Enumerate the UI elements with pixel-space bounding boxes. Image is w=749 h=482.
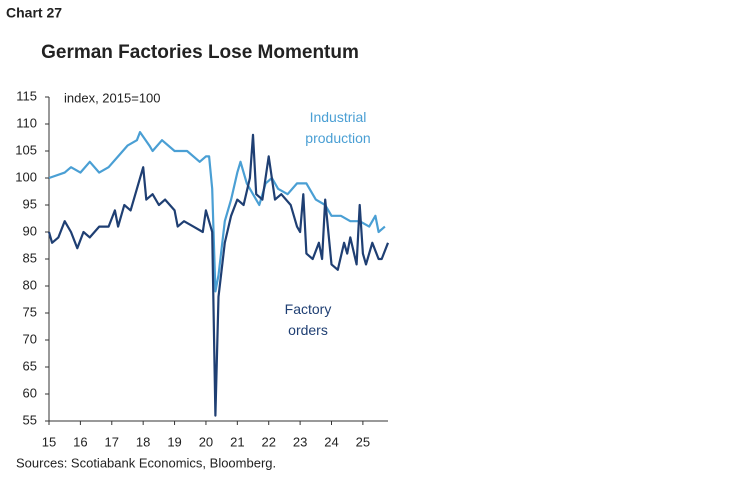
chart-number: Chart 27	[6, 5, 62, 21]
y-tick-label: 65	[23, 358, 37, 373]
x-tick-label: 22	[261, 434, 275, 449]
x-tick-label: 21	[230, 434, 244, 449]
chart-title: German Factories Lose Momentum	[41, 42, 359, 63]
y-tick-label: 100	[15, 169, 37, 184]
y-tick-label: 115	[16, 88, 37, 103]
y-tick-label: 55	[23, 412, 37, 427]
x-tick-label: 17	[105, 434, 119, 449]
x-tick-label: 23	[293, 434, 307, 449]
x-tick-label: 18	[136, 434, 150, 449]
y-tick-label: 110	[16, 115, 37, 130]
y-tick-label: 80	[23, 277, 37, 292]
x-tick-label: 19	[167, 434, 181, 449]
y-tick-label: 105	[15, 142, 37, 157]
x-tick-label: 24	[324, 434, 338, 449]
x-tick-label: 25	[356, 434, 370, 449]
y-tick-label: 95	[23, 196, 37, 211]
series-line	[48, 131, 386, 293]
y-tick-label: 85	[23, 250, 37, 265]
series-label: Factory orders	[285, 301, 332, 338]
y-tick-label: 70	[23, 331, 37, 346]
x-tick-label: 15	[42, 434, 56, 449]
x-tick-label: 20	[199, 434, 213, 449]
x-tick-label: 16	[73, 434, 87, 449]
y-tick-label: 75	[23, 304, 37, 319]
unit-annotation: index, 2015=100	[64, 90, 161, 105]
source-note: Sources: Scotiabank Economics, Bloomberg…	[16, 455, 276, 470]
y-tick-label: 60	[23, 385, 37, 400]
series-label: Industrial production	[305, 109, 370, 146]
series-line	[47, 133, 390, 417]
y-tick-label: 90	[23, 223, 37, 238]
